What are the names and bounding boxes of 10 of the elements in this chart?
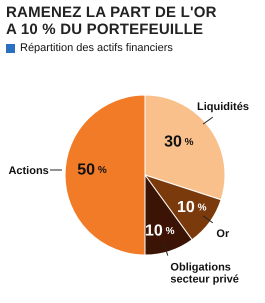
data-label: 10 % [145, 222, 175, 240]
chart-title: RAMENEZ LA PART DE L'OR A 10 % DU PORTEFEUILLE [6, 4, 218, 38]
slice-label: Obligations secteur privé [170, 261, 239, 286]
data-label: 10 % [177, 199, 207, 216]
chart-subtitle: Répartition des actifs financiers [19, 42, 173, 54]
slice-label: Or [216, 228, 230, 240]
data-label: 50 % [77, 162, 107, 178]
slice-label: Liquidités [197, 100, 249, 113]
slice-label: Actions [8, 165, 49, 177]
data-label: 30 % [164, 133, 194, 150]
